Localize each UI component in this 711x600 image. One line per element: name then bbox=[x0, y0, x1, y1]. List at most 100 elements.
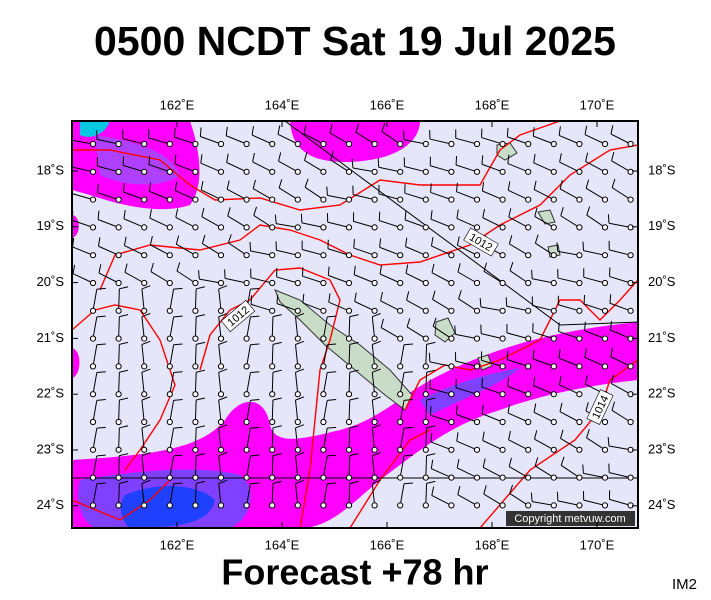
barb-shaft bbox=[404, 165, 426, 173]
barb-flag bbox=[372, 396, 381, 401]
barb-flag bbox=[119, 480, 129, 484]
barb-station bbox=[576, 196, 583, 203]
barb-flag bbox=[534, 430, 538, 440]
barb-flag bbox=[482, 458, 486, 468]
barb-station bbox=[422, 363, 429, 370]
barb-station bbox=[192, 335, 199, 342]
barb-shaft bbox=[378, 166, 401, 173]
barb-shaft bbox=[271, 316, 274, 339]
barb-flag bbox=[173, 371, 183, 374]
barb-flag bbox=[250, 287, 260, 290]
barb-station bbox=[397, 279, 404, 287]
barb-station bbox=[397, 446, 404, 453]
barb-shaft bbox=[194, 316, 197, 339]
barb-station bbox=[294, 168, 301, 175]
barb-shaft bbox=[558, 357, 580, 367]
barb-shaft bbox=[583, 250, 606, 256]
lon-label: 166˚E bbox=[370, 537, 405, 552]
barb-flag bbox=[277, 125, 281, 135]
barb-shaft bbox=[327, 221, 350, 228]
barb-station bbox=[89, 502, 97, 509]
barb-station bbox=[243, 446, 250, 453]
barb-shaft bbox=[96, 138, 119, 145]
barb-station bbox=[448, 363, 455, 370]
barb-shaft bbox=[348, 316, 351, 339]
barb-shaft bbox=[371, 344, 376, 367]
barb-station bbox=[192, 363, 199, 370]
barb-flag bbox=[607, 436, 610, 447]
barb-shaft bbox=[481, 163, 503, 173]
barb-flag bbox=[372, 452, 381, 457]
barb-flag bbox=[560, 206, 564, 216]
barb-station bbox=[499, 168, 506, 175]
barb-flag bbox=[349, 369, 359, 373]
barb-shaft bbox=[378, 193, 401, 201]
barb-station bbox=[550, 391, 557, 398]
barb-station bbox=[141, 307, 148, 314]
barb-shaft bbox=[457, 244, 478, 256]
barb-flag bbox=[218, 340, 228, 345]
barb-shaft bbox=[226, 162, 247, 173]
barb-shaft bbox=[251, 303, 273, 312]
barb-shaft bbox=[278, 187, 299, 201]
barb-shaft bbox=[482, 413, 503, 423]
lat-label: 18˚S bbox=[37, 162, 65, 177]
barb-station bbox=[371, 140, 378, 148]
barb-station bbox=[269, 502, 276, 509]
barb-station bbox=[192, 252, 199, 259]
barb-station bbox=[294, 279, 301, 287]
barb-station bbox=[525, 335, 532, 342]
barb-station bbox=[115, 224, 122, 231]
barb-shaft bbox=[431, 494, 452, 506]
barb-station bbox=[166, 279, 173, 287]
barb-flag bbox=[508, 430, 511, 440]
barb-shaft bbox=[276, 303, 298, 312]
barb-flag bbox=[426, 369, 436, 373]
barb-station bbox=[448, 140, 455, 148]
barb-station bbox=[166, 391, 173, 398]
barb-flag bbox=[372, 479, 381, 484]
barb-station bbox=[550, 474, 557, 481]
barb-flag bbox=[430, 210, 433, 220]
barb-shaft bbox=[586, 437, 606, 451]
barb-station bbox=[89, 474, 97, 481]
barb-station bbox=[473, 279, 481, 287]
barb-flag bbox=[250, 343, 260, 346]
barb-shaft bbox=[141, 316, 145, 339]
barb-station bbox=[217, 391, 225, 398]
barb-station bbox=[397, 252, 404, 259]
barb-flag bbox=[533, 376, 536, 386]
barb-flag bbox=[584, 125, 588, 135]
barb-station bbox=[243, 418, 250, 426]
lon-label: 166˚E bbox=[370, 97, 405, 112]
barb-station bbox=[499, 391, 506, 398]
barb-station bbox=[243, 474, 250, 481]
barb-station bbox=[89, 363, 97, 370]
lat-label: 21˚S bbox=[37, 330, 65, 345]
barb-station bbox=[345, 307, 353, 314]
barb-shaft bbox=[175, 216, 196, 228]
barb-shaft bbox=[250, 250, 273, 256]
barb-shaft bbox=[399, 344, 405, 367]
barb-station bbox=[345, 168, 353, 175]
barb-shaft bbox=[507, 412, 529, 423]
barb-station bbox=[371, 196, 378, 203]
barb-station bbox=[269, 252, 276, 259]
barb-shaft bbox=[72, 166, 94, 173]
barb-flag bbox=[250, 454, 260, 457]
barb-flag bbox=[560, 456, 565, 466]
barb-flag bbox=[457, 263, 461, 273]
barb-station bbox=[473, 252, 481, 259]
barb-flag bbox=[610, 125, 614, 135]
barb-station bbox=[192, 391, 199, 398]
barb-shaft bbox=[348, 483, 351, 506]
barb-shaft bbox=[404, 192, 426, 201]
barb-flag bbox=[482, 208, 486, 218]
barb-shaft bbox=[72, 273, 94, 284]
barb-shaft bbox=[535, 242, 555, 256]
barb-station bbox=[371, 502, 378, 509]
barb-station bbox=[397, 502, 404, 509]
barb-shaft bbox=[218, 344, 222, 367]
barb-flag bbox=[251, 126, 255, 136]
barb-shaft bbox=[506, 332, 529, 340]
